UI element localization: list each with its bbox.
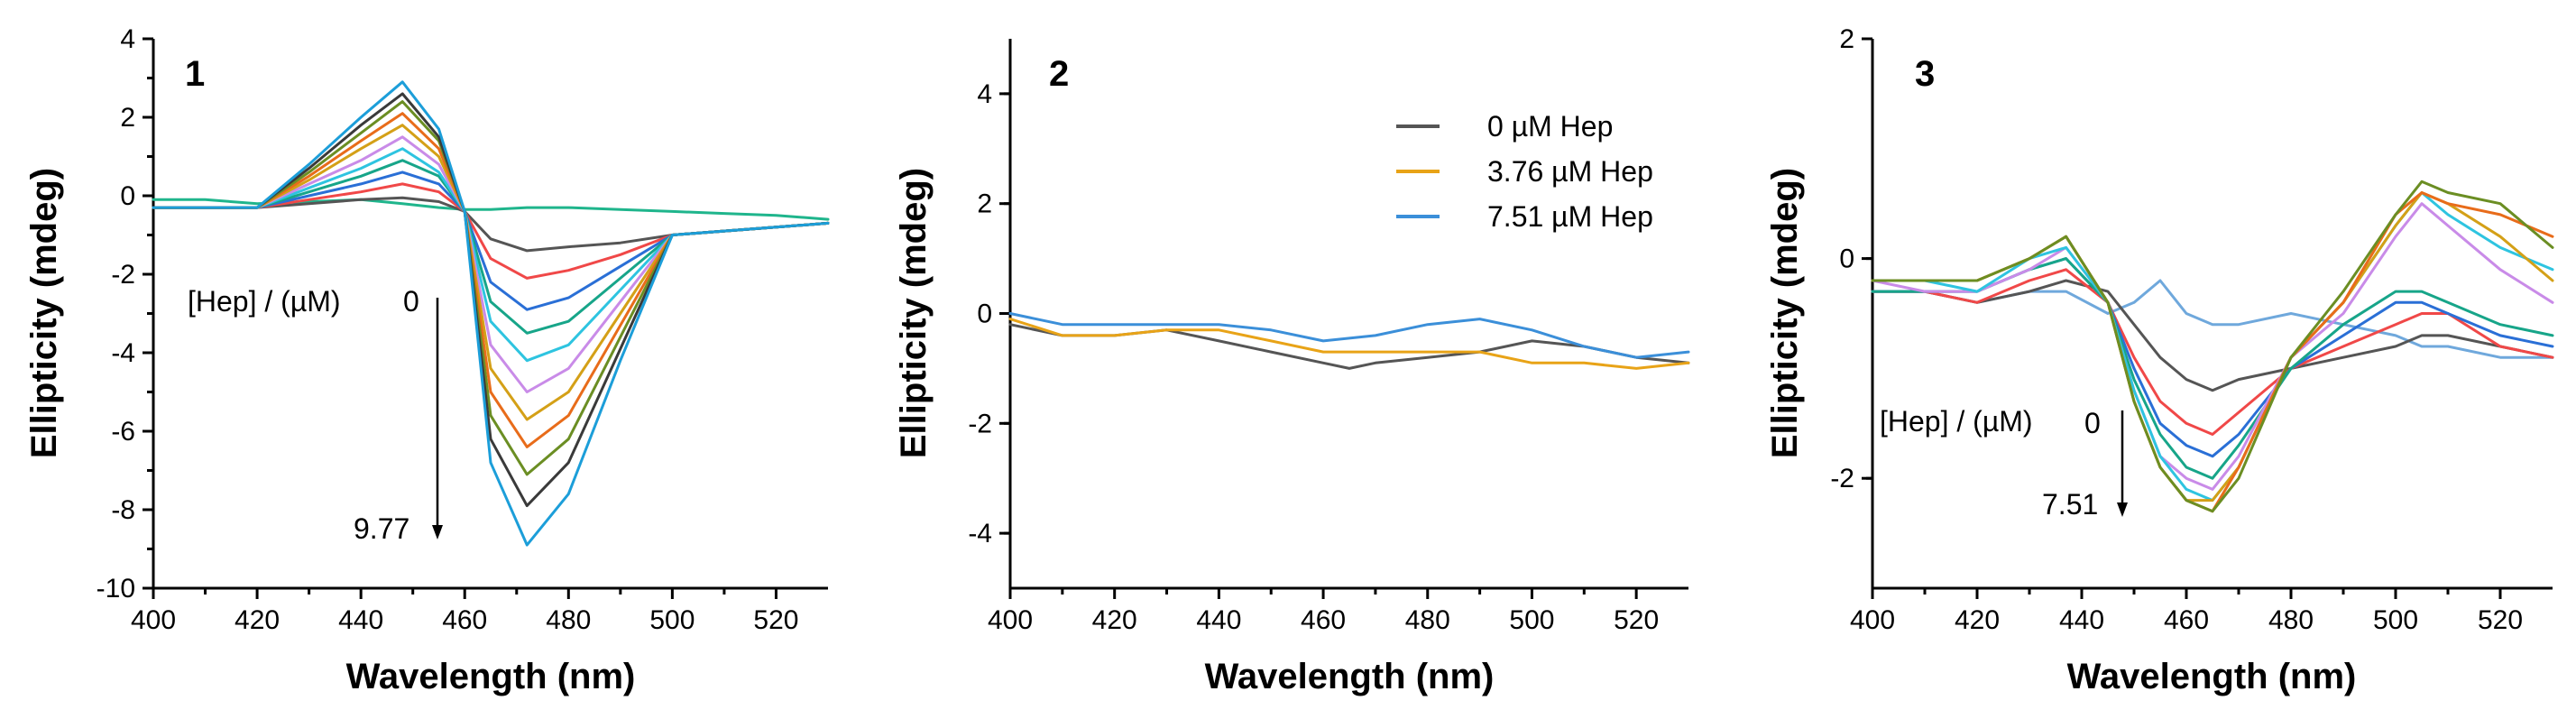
y-tick-label: -8 [111, 495, 135, 525]
series-line-s5 [1871, 202, 2554, 491]
series-line-s2 [1871, 268, 2554, 436]
panel-label: 1 [185, 54, 205, 94]
y-tick-label: -4 [968, 519, 992, 548]
x-tick-label: 500 [649, 605, 695, 635]
series-line-0 [152, 198, 830, 221]
titration-end: 7.51 [2042, 488, 2098, 521]
x-tick-label: 480 [546, 605, 591, 635]
y-ticks: -10 -8 -6 -4 -2 0 2 4 [97, 24, 153, 604]
x-tick-label: 480 [2268, 605, 2314, 635]
y-axis-title: Ellipticity (mdeg) [894, 168, 934, 458]
series-lines [1871, 180, 2554, 513]
legend: 0 µM Hep 3.76 µM Hep 7.51 µM Hep [1396, 110, 1653, 233]
x-axis-title: Wavelength (nm) [346, 657, 636, 696]
x-axis-title: Wavelength (nm) [1205, 657, 1495, 696]
y-axis-title: Ellipticity (mdeg) [24, 168, 64, 458]
y-tick-label: -10 [97, 574, 135, 604]
x-ticks: 400 420 440 460 480 500 520 [988, 588, 1659, 635]
y-tick-label: -2 [968, 409, 992, 438]
x-tick-label: 480 [1405, 605, 1450, 635]
series-line-s1 [152, 196, 830, 253]
y-tick-label: 0 [1839, 244, 1854, 274]
x-tick-label: 420 [1955, 605, 2000, 635]
x-tick-label: 420 [235, 605, 280, 635]
series-line-7.51-M-Hep [1008, 312, 1690, 359]
series-line-s1 [1871, 279, 2554, 392]
x-tick-label: 500 [1509, 605, 1554, 635]
legend-label-1: 3.76 µM Hep [1487, 155, 1653, 188]
x-tick-label: 420 [1092, 605, 1137, 635]
x-tick-label: 520 [1614, 605, 1659, 635]
x-tick-label: 460 [2164, 605, 2209, 635]
y-tick-label: -2 [1830, 464, 1854, 493]
series-line-7.51 [1871, 180, 2554, 513]
series-lines [1008, 312, 1690, 370]
y-tick-label: 2 [977, 189, 992, 219]
legend-label-0: 0 µM Hep [1487, 110, 1613, 143]
titration-label: [Hep] / (µM) [1880, 405, 2033, 438]
panel-label: 3 [1915, 54, 1935, 94]
x-tick-label: 460 [1301, 605, 1346, 635]
series-line-s6 [152, 135, 830, 393]
x-ticks: 400 420 440 460 480 500 520 [1850, 588, 2523, 635]
x-tick-label: 520 [2478, 605, 2523, 635]
series-line-s8 [1871, 191, 2554, 513]
titration-start: 0 [403, 285, 419, 318]
x-tick-label: 440 [1196, 605, 1241, 635]
series-line-9.77 [152, 80, 830, 547]
panel-2: 400 420 440 460 480 500 520 -4 -2 0 2 4 2 Waveleng… [894, 39, 1690, 696]
x-tick-label: 440 [2059, 605, 2104, 635]
y-tick-label: 2 [120, 103, 135, 133]
y-ticks: -4 -2 0 2 4 [968, 79, 1010, 548]
x-axis-title: Wavelength (nm) [2067, 657, 2357, 696]
x-tick-label: 440 [338, 605, 383, 635]
panel-label: 2 [1049, 54, 1069, 94]
y-tick-label: 0 [977, 300, 992, 329]
series-line-s5 [152, 147, 830, 363]
y-tick-label: -2 [111, 260, 135, 290]
x-ticks: 400 420 440 460 480 500 520 [131, 588, 798, 635]
x-tick-label: 460 [442, 605, 487, 635]
titration-end: 9.77 [354, 512, 409, 545]
y-tick-label: -6 [111, 417, 135, 447]
titration-arrowhead [432, 525, 443, 539]
titration-start: 0 [2084, 407, 2101, 439]
series-lines [152, 80, 830, 547]
x-tick-label: 400 [1850, 605, 1895, 635]
panel-1: 400 420 440 460 480 500 520 -10 -8 -6 -4 -2 0 2 4 1 W… [24, 24, 830, 696]
y-tick-label: -4 [111, 338, 135, 368]
panel-3: 400 420 440 460 480 500 520 -2 0 2 3 Wavelength … [1765, 24, 2554, 696]
series-line-s7 [152, 124, 830, 421]
x-tick-label: 520 [753, 605, 798, 635]
series-line-3.76-M-Hep [1008, 318, 1690, 370]
titration-label: [Hep] / (µM) [188, 285, 341, 318]
y-tick-label: 0 [120, 181, 135, 211]
y-axis-title: Ellipticity (mdeg) [1765, 168, 1805, 458]
titration-arrowhead [2117, 502, 2128, 517]
y-tick-label: 4 [120, 24, 135, 54]
x-tick-label: 400 [131, 605, 176, 635]
x-tick-label: 400 [988, 605, 1033, 635]
legend-label-2: 7.51 µM Hep [1487, 200, 1653, 233]
y-tick-label: 2 [1839, 24, 1854, 54]
y-ticks: -2 0 2 [1830, 24, 1872, 493]
y-tick-label: 4 [977, 79, 992, 109]
x-tick-label: 500 [2373, 605, 2418, 635]
series-line-s6 [1871, 191, 2554, 502]
